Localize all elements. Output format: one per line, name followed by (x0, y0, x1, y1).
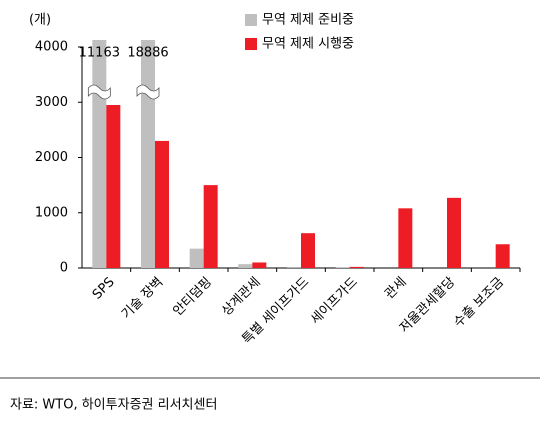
bar (203, 185, 218, 268)
x-tick-label: 안티덤핑 (171, 275, 215, 319)
bar (447, 197, 461, 268)
bar (238, 264, 253, 268)
y-tick-label: 4000 (35, 40, 68, 55)
y-tick-label: 3000 (35, 95, 68, 110)
bar (155, 140, 169, 268)
legend-label: 무역 제제 준비중 (262, 13, 354, 28)
bar (92, 40, 107, 268)
x-tick-label: 수출 보조금 (451, 275, 507, 331)
unit-label: (개) (29, 13, 51, 28)
bar (349, 266, 364, 268)
legend-swatch (245, 14, 257, 26)
bar (495, 244, 510, 268)
y-tick-label: 0 (60, 261, 68, 276)
y-tick-label: 1000 (35, 205, 68, 220)
x-tick-label: 상계관세 (219, 275, 263, 319)
x-tick-label: SPS (90, 275, 118, 303)
axis-break (136, 84, 160, 100)
x-tick-label: 관세 (382, 275, 410, 303)
value-label: 18886 (127, 46, 168, 61)
plot-area (92, 40, 510, 268)
x-tick-label: 기술 장벽 (119, 275, 166, 322)
legend-swatch (245, 38, 257, 50)
bar (189, 248, 204, 268)
x-tick-label: 세이프가드 (308, 275, 361, 328)
bar (398, 208, 413, 268)
bar (335, 267, 350, 268)
bar (252, 262, 267, 268)
legend-label: 무역 제제 시행중 (262, 36, 354, 52)
source-note: 자료: WTO, 하이투자증권 리서치센터 (10, 398, 217, 413)
bar (301, 233, 315, 268)
bar (106, 105, 121, 268)
bar (141, 40, 155, 268)
y-tick-label: 2000 (35, 150, 68, 165)
axis-break (87, 84, 111, 100)
value-label: 11163 (79, 46, 120, 61)
